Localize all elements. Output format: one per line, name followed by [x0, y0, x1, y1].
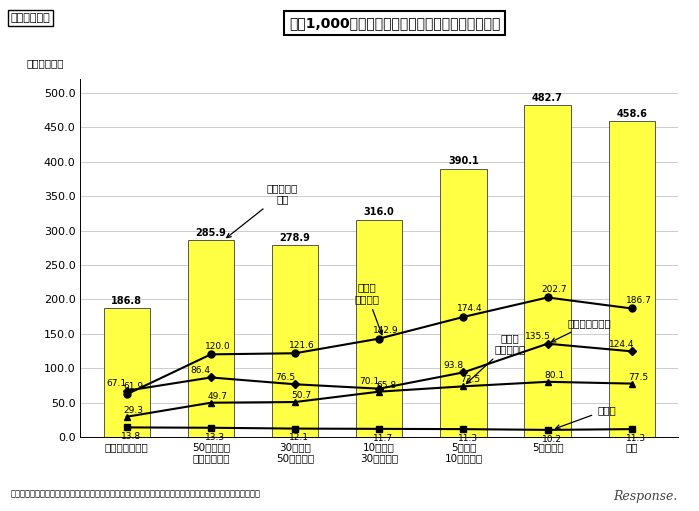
Bar — [356, 220, 403, 437]
Bar — [103, 309, 150, 437]
Text: （注）「軽自動車等」とは、軽自動車のほか、原動機付自転車、小型特殊自動車及び二輪の小型自動車をいう。: （注）「軽自動車等」とは、軽自動車のほか、原動機付自転車、小型特殊自動車及び二輪… — [10, 489, 261, 498]
Text: 軽二輪: 軽二輪 — [556, 405, 616, 429]
Bar — [609, 122, 655, 437]
Text: 186.8: 186.8 — [111, 296, 142, 306]
Text: 120.0: 120.0 — [205, 342, 231, 351]
Text: 67.1: 67.1 — [106, 379, 127, 388]
Text: 86.4: 86.4 — [191, 366, 211, 375]
Text: 458.6: 458.6 — [617, 109, 647, 120]
Text: 174.4: 174.4 — [457, 305, 483, 313]
Text: 11.3: 11.3 — [626, 434, 646, 443]
Text: 10.2: 10.2 — [542, 435, 562, 444]
Text: 13.8: 13.8 — [121, 432, 141, 441]
Text: 50.7: 50.7 — [291, 391, 312, 400]
Bar — [188, 240, 234, 437]
Text: 390.1: 390.1 — [448, 156, 479, 167]
Text: 80.1: 80.1 — [545, 371, 564, 380]
Text: 軽四輪
（貨物用）: 軽四輪 （貨物用） — [466, 333, 526, 384]
Text: 65.8: 65.8 — [376, 381, 396, 389]
Text: 202.7: 202.7 — [542, 285, 567, 294]
Text: 73.5: 73.5 — [460, 375, 480, 384]
Text: 142.9: 142.9 — [373, 326, 398, 335]
Text: 93.8: 93.8 — [443, 361, 463, 369]
Text: 軽自動車等
全体: 軽自動車等 全体 — [226, 183, 298, 238]
Text: 13.3: 13.3 — [205, 433, 225, 442]
Text: 軽四輪
（乗用）: 軽四輪 （乗用） — [354, 283, 382, 335]
Text: 482.7: 482.7 — [532, 93, 563, 103]
Text: 285.9: 285.9 — [196, 228, 226, 238]
Text: 原動機付自転車: 原動機付自転車 — [552, 318, 612, 342]
Text: 【資料２９】: 【資料２９】 — [10, 13, 50, 23]
Text: Response.: Response. — [614, 491, 678, 503]
Text: 49.7: 49.7 — [208, 391, 228, 401]
Bar — [524, 105, 570, 437]
Text: 316.0: 316.0 — [364, 207, 394, 218]
Text: （台／千人）: （台／千人） — [27, 58, 64, 68]
Text: 12.1: 12.1 — [289, 433, 309, 443]
Bar — [272, 245, 318, 437]
Text: 278.9: 278.9 — [280, 233, 310, 243]
Text: 11.3: 11.3 — [458, 434, 477, 443]
Text: 124.4: 124.4 — [609, 340, 635, 349]
Text: 135.5: 135.5 — [524, 332, 550, 341]
Text: 29.3: 29.3 — [124, 406, 143, 415]
Bar — [440, 169, 487, 437]
Text: 186.7: 186.7 — [626, 296, 651, 305]
Text: 70.1: 70.1 — [359, 377, 379, 386]
Text: 人口1,000人当たりの軽自動車等保有台数について: 人口1,000人当たりの軽自動車等保有台数について — [289, 16, 500, 30]
Text: 76.5: 76.5 — [275, 373, 295, 382]
Text: 61.9: 61.9 — [123, 382, 143, 391]
Text: 77.5: 77.5 — [628, 373, 649, 382]
Text: 11.7: 11.7 — [373, 434, 394, 443]
Text: 121.6: 121.6 — [289, 341, 315, 350]
